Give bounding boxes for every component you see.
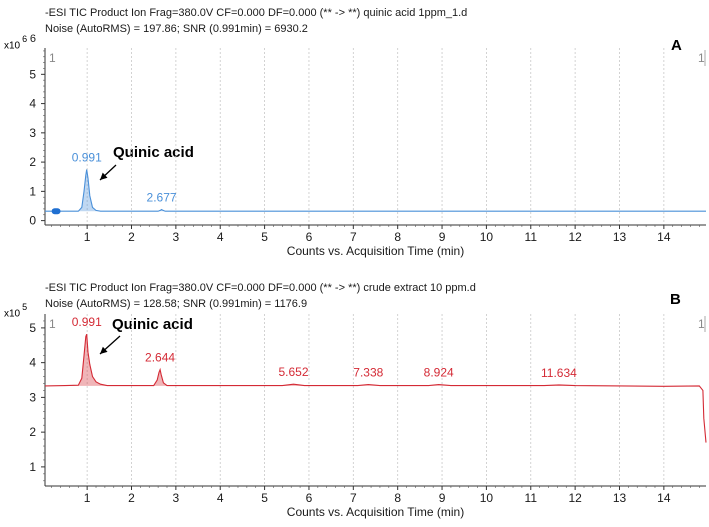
chart-b-y-tick-label-3: 3	[29, 390, 36, 404]
chart-a-x-tick-label-14: 14	[657, 230, 671, 244]
chart-b-x-tick-label-4: 4	[217, 491, 224, 505]
chart-a-series-fill-0	[45, 169, 706, 212]
chart-a-x-tick-label-2: 2	[128, 230, 135, 244]
chart-a-y-tick-label-4: 4	[29, 97, 36, 111]
chart-b-y-multiplier-base: x10	[4, 308, 21, 320]
chart-a-x-tick-label-8: 8	[394, 230, 401, 244]
chart-a-peak-label-1: 2.677	[147, 190, 177, 204]
chart-b-y-multiplier: x105	[4, 302, 28, 320]
chart-b-marker-label-left: 1	[49, 317, 56, 331]
chart-b-peak-label-2: 5.652	[279, 365, 309, 379]
chart-a-x-tick-label-12: 12	[568, 230, 582, 244]
chart-a-marker-label-left: 1	[49, 51, 56, 65]
chart-b-x-tick-label-11: 11	[525, 491, 538, 505]
chart-a-y-tick-label-5: 5	[29, 67, 36, 81]
chart-b-x-tick-label-1: 1	[84, 491, 91, 505]
chart-b-x-tick-label-5: 5	[261, 491, 268, 505]
chart-b-header-line1: -ESI TIC Product Ion Frag=380.0V CF=0.00…	[45, 282, 476, 294]
chart-panel-a: -ESI TIC Product Ion Frag=380.0V CF=0.00…	[0, 0, 709, 262]
chart-a-y-multiplier-base: x10	[4, 40, 21, 52]
chart-b-y-multiplier-exp: 5	[22, 302, 28, 312]
chart-b-x-tick-label-8: 8	[394, 491, 401, 505]
chart-b-x-tick-label-14: 14	[657, 491, 671, 505]
chart-b-annotation-arrowhead	[100, 346, 108, 354]
chart-b-x-tick-label-13: 13	[613, 491, 627, 505]
chart-b-x-tick-label-9: 9	[439, 491, 446, 505]
chart-b-x-tick-label-2: 2	[128, 491, 135, 505]
chart-b-peak-label-1: 2.644	[145, 351, 175, 365]
chart-a-series-line-0	[45, 169, 706, 212]
chart-b-annotation-label: Quinic acid	[112, 316, 193, 333]
chart-a-peak-label-0: 0.991	[72, 150, 102, 164]
chart-a-start-marker	[51, 208, 61, 215]
chart-a-x-tick-label-9: 9	[439, 230, 446, 244]
chart-b-header-line2: Noise (AutoRMS) = 128.58; SNR (0.991min)…	[45, 298, 308, 310]
chart-b-x-axis-label: Counts vs. Acquisition Time (min)	[287, 505, 464, 519]
chart-a-x-tick-label-3: 3	[173, 230, 180, 244]
chart-b-x-tick-label-12: 12	[568, 491, 582, 505]
chart-a-annotation-label: Quinic acid	[113, 144, 194, 161]
chart-b-y-tick-label-4: 4	[29, 356, 36, 370]
chart-a-x-axis-label: Counts vs. Acquisition Time (min)	[287, 244, 464, 258]
chart-a-x-tick-label-4: 4	[217, 230, 224, 244]
chart-b-x-tick-label-6: 6	[306, 491, 313, 505]
chart-a-y-tick-label-0: 0	[29, 214, 36, 228]
chart-a-x-tick-label-11: 11	[525, 230, 538, 244]
chart-b-x-tick-label-3: 3	[173, 491, 180, 505]
chart-a-y-multiplier: x106	[4, 34, 28, 52]
chart-b-y-tick-label-1: 1	[29, 460, 36, 474]
chart-a-y-tick-label-1: 1	[29, 184, 36, 198]
chart-a-x-tick-label-5: 5	[261, 230, 268, 244]
chart-a-x-tick-label-1: 1	[84, 230, 91, 244]
chart-b-peak-label-3: 7.338	[353, 366, 383, 380]
chart-a-y-top-label: 6	[30, 33, 36, 45]
chart-b-series-line-0	[44, 334, 707, 443]
chart-b-peak-label-4: 8.924	[424, 366, 454, 380]
chart-b-panel-label: B	[670, 291, 681, 308]
chart-a-y-tick-label-2: 2	[29, 155, 36, 169]
chart-a-y-multiplier-exp: 6	[22, 34, 28, 44]
chart-b-y-tick-label-2: 2	[29, 425, 36, 439]
chart-b-x-tick-label-10: 10	[480, 491, 494, 505]
chart-b-y-tick-label-5: 5	[29, 321, 36, 335]
chart-a-x-tick-label-6: 6	[306, 230, 313, 244]
chart-a-x-tick-label-7: 7	[350, 230, 357, 244]
chart-b-peak-label-0: 0.991	[72, 315, 102, 329]
chart-a-header-line1: -ESI TIC Product Ion Frag=380.0V CF=0.00…	[45, 7, 468, 19]
chart-a-header-line2: Noise (AutoRMS) = 197.86; SNR (0.991min)…	[45, 23, 308, 35]
chart-b-x-tick-label-7: 7	[350, 491, 357, 505]
chart-a-marker-label-right: 1	[698, 51, 705, 65]
chart-a-x-tick-label-10: 10	[480, 230, 494, 244]
chart-panel-b: -ESI TIC Product Ion Frag=380.0V CF=0.00…	[0, 262, 709, 527]
chart-a-y-tick-label-3: 3	[29, 126, 36, 140]
chart-b-marker-label-right: 1	[698, 317, 705, 331]
chart-a-x-tick-label-13: 13	[613, 230, 627, 244]
chart-a-annotation-arrowhead	[100, 172, 108, 180]
chart-a-panel-label: A	[671, 37, 682, 54]
chart-b-peak-label-5: 11.634	[541, 366, 577, 380]
